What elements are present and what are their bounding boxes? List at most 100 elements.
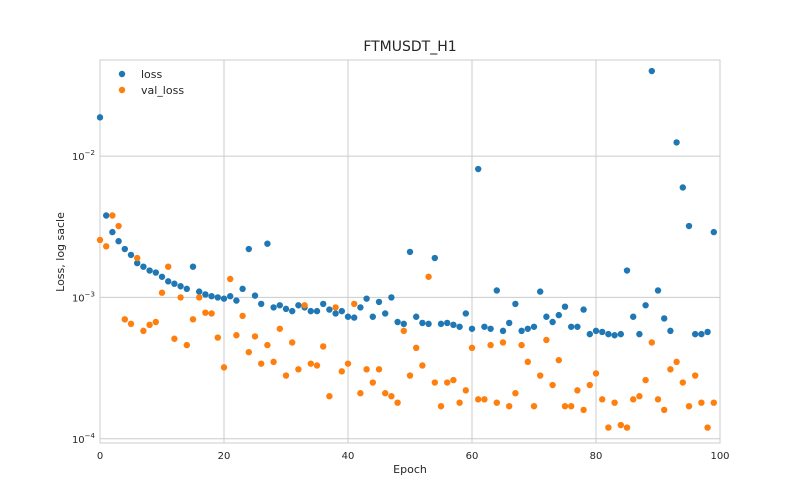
point-val-loss bbox=[568, 402, 575, 410]
point-val-loss bbox=[574, 387, 581, 394]
point-val-loss bbox=[183, 341, 190, 349]
point-loss bbox=[642, 302, 649, 309]
x-tick-label: 0 bbox=[97, 451, 103, 462]
point-val-loss bbox=[692, 372, 699, 379]
point-loss bbox=[332, 310, 339, 317]
point-loss bbox=[264, 240, 271, 247]
point-loss bbox=[227, 293, 234, 300]
point-loss bbox=[530, 323, 538, 330]
point-loss bbox=[456, 323, 463, 330]
point-val-loss bbox=[642, 376, 649, 384]
point-loss bbox=[586, 330, 593, 338]
point-loss bbox=[499, 327, 507, 335]
chart-title: FTMUSDT_H1 bbox=[363, 39, 456, 55]
point-val-loss bbox=[326, 393, 333, 400]
point-loss bbox=[313, 307, 321, 315]
point-val-loss bbox=[332, 304, 339, 311]
point-loss bbox=[220, 295, 228, 302]
point-loss bbox=[289, 307, 296, 315]
point-val-loss bbox=[165, 263, 172, 270]
point-val-loss bbox=[481, 396, 488, 403]
point-val-loss bbox=[146, 321, 153, 329]
grid bbox=[100, 60, 720, 443]
legend-label-val-loss: val_loss bbox=[141, 84, 184, 97]
point-val-loss bbox=[394, 399, 401, 406]
point-val-loss bbox=[289, 339, 296, 346]
point-loss bbox=[115, 237, 122, 245]
point-loss bbox=[134, 259, 141, 267]
point-val-loss bbox=[196, 294, 203, 301]
point-val-loss bbox=[251, 333, 259, 340]
point-val-loss bbox=[258, 360, 265, 367]
data-points bbox=[96, 67, 717, 431]
point-loss bbox=[611, 332, 618, 339]
point-val-loss bbox=[406, 372, 414, 379]
point-loss bbox=[282, 305, 290, 313]
point-val-loss bbox=[630, 396, 637, 403]
x-axis-label: Epoch bbox=[393, 463, 427, 476]
point-loss bbox=[568, 323, 575, 330]
point-val-loss bbox=[295, 366, 302, 373]
point-loss bbox=[580, 306, 587, 313]
point-loss bbox=[710, 228, 717, 236]
point-loss bbox=[487, 325, 494, 332]
point-val-loss bbox=[413, 344, 420, 352]
point-val-loss bbox=[698, 399, 705, 406]
point-loss bbox=[518, 327, 525, 335]
point-loss bbox=[214, 294, 221, 301]
point-loss bbox=[109, 228, 116, 236]
point-loss bbox=[127, 251, 135, 259]
point-loss bbox=[462, 310, 469, 317]
point-val-loss bbox=[220, 364, 228, 371]
point-val-loss bbox=[388, 393, 395, 400]
point-loss bbox=[196, 288, 203, 295]
point-loss bbox=[245, 245, 252, 253]
point-loss bbox=[605, 330, 612, 338]
point-loss bbox=[165, 278, 172, 285]
point-loss bbox=[177, 283, 184, 290]
point-loss bbox=[375, 298, 383, 306]
legend-label-loss: loss bbox=[141, 68, 163, 81]
point-val-loss bbox=[171, 335, 178, 342]
point-val-loss bbox=[357, 390, 364, 397]
point-val-loss bbox=[152, 318, 159, 326]
y-tick-labels: 10−4 10−3 10−2 bbox=[72, 149, 96, 446]
point-val-loss bbox=[462, 387, 469, 394]
y-tick-label: 10−4 bbox=[72, 432, 96, 446]
point-loss bbox=[344, 313, 352, 320]
point-val-loss bbox=[512, 390, 519, 397]
point-val-loss bbox=[115, 222, 122, 230]
point-loss bbox=[425, 320, 432, 328]
y-tick-label: 10−3 bbox=[72, 290, 95, 304]
point-loss bbox=[506, 319, 513, 327]
point-loss bbox=[307, 307, 314, 315]
point-val-loss bbox=[561, 402, 569, 410]
point-val-loss bbox=[109, 212, 116, 219]
point-loss bbox=[493, 287, 500, 294]
point-loss bbox=[233, 297, 240, 304]
point-loss bbox=[704, 328, 711, 336]
point-loss bbox=[617, 330, 624, 338]
point-loss bbox=[351, 314, 358, 321]
point-loss bbox=[140, 263, 147, 270]
series-val-loss bbox=[96, 212, 717, 431]
point-loss bbox=[630, 313, 637, 320]
point-val-loss bbox=[592, 370, 600, 377]
point-val-loss bbox=[320, 343, 327, 350]
x-tick-labels: 0 20 40 60 80 100 bbox=[97, 451, 730, 462]
y-tick-label: 10−2 bbox=[72, 149, 95, 163]
point-loss bbox=[444, 319, 451, 327]
point-val-loss bbox=[456, 399, 463, 406]
point-val-loss bbox=[276, 325, 283, 332]
point-val-loss bbox=[177, 294, 184, 301]
point-loss bbox=[270, 304, 277, 311]
point-val-loss bbox=[96, 236, 104, 244]
point-val-loss bbox=[375, 366, 383, 373]
point-loss bbox=[648, 67, 655, 75]
point-loss bbox=[152, 269, 159, 276]
point-val-loss bbox=[704, 424, 711, 431]
point-loss bbox=[692, 330, 699, 338]
point-loss bbox=[239, 285, 246, 293]
x-tick-label: 20 bbox=[218, 451, 231, 462]
point-val-loss bbox=[307, 360, 314, 367]
